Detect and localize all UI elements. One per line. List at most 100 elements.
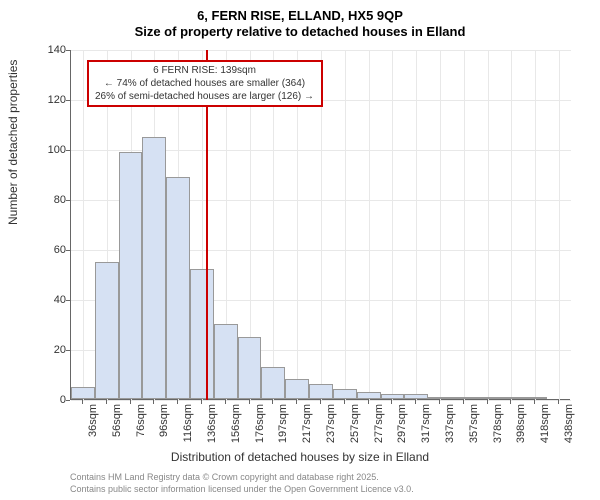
histogram-bar bbox=[95, 262, 119, 400]
y-axis-label: Number of detached properties bbox=[6, 60, 20, 225]
gridline-v bbox=[511, 50, 512, 400]
footnote-line1: Contains HM Land Registry data © Crown c… bbox=[70, 472, 379, 482]
x-tick-mark bbox=[106, 400, 107, 404]
histogram-bar bbox=[357, 392, 381, 400]
x-tick-mark bbox=[344, 400, 345, 404]
x-tick-mark bbox=[153, 400, 154, 404]
histogram-bar bbox=[428, 397, 452, 400]
histogram-bar bbox=[261, 367, 285, 400]
histogram-bar bbox=[523, 397, 547, 400]
x-tick-mark bbox=[368, 400, 369, 404]
histogram-bar bbox=[452, 397, 476, 400]
x-tick-mark bbox=[225, 400, 226, 404]
x-tick-mark bbox=[439, 400, 440, 404]
x-tick-label: 136sqm bbox=[206, 404, 218, 454]
x-tick-label: 277sqm bbox=[373, 404, 385, 454]
x-tick-mark bbox=[534, 400, 535, 404]
gridline-v bbox=[369, 50, 370, 400]
gridline-v bbox=[83, 50, 84, 400]
chart-title-line1: 6, FERN RISE, ELLAND, HX5 9QP bbox=[0, 8, 600, 23]
x-tick-mark bbox=[320, 400, 321, 404]
x-tick-mark bbox=[201, 400, 202, 404]
x-tick-label: 56sqm bbox=[111, 404, 123, 454]
y-tick-label: 60 bbox=[16, 244, 66, 256]
y-tick-label: 20 bbox=[16, 344, 66, 356]
x-tick-mark bbox=[510, 400, 511, 404]
histogram-bar bbox=[381, 394, 405, 399]
y-tick-label: 40 bbox=[16, 294, 66, 306]
histogram-bar bbox=[238, 337, 262, 400]
gridline-v bbox=[488, 50, 489, 400]
gridline-v bbox=[559, 50, 560, 400]
y-tick-mark bbox=[66, 250, 70, 251]
gridline-v bbox=[464, 50, 465, 400]
gridline-v bbox=[416, 50, 417, 400]
y-tick-mark bbox=[66, 350, 70, 351]
histogram-bar bbox=[476, 397, 500, 400]
x-tick-mark bbox=[272, 400, 273, 404]
x-tick-label: 116sqm bbox=[182, 404, 194, 454]
y-tick-mark bbox=[66, 300, 70, 301]
histogram-bar bbox=[500, 397, 524, 400]
gridline-v bbox=[440, 50, 441, 400]
x-tick-mark bbox=[391, 400, 392, 404]
x-tick-label: 96sqm bbox=[158, 404, 170, 454]
x-tick-label: 398sqm bbox=[515, 404, 527, 454]
chart-title-line2: Size of property relative to detached ho… bbox=[0, 24, 600, 39]
histogram-bar bbox=[333, 389, 357, 399]
histogram-bar bbox=[142, 137, 166, 400]
x-tick-mark bbox=[296, 400, 297, 404]
x-tick-label: 257sqm bbox=[349, 404, 361, 454]
x-tick-mark bbox=[130, 400, 131, 404]
gridline-v bbox=[345, 50, 346, 400]
annotation-line2: ← 74% of detached houses are smaller (36… bbox=[93, 77, 317, 90]
x-tick-label: 156sqm bbox=[230, 404, 242, 454]
histogram-bar bbox=[119, 152, 143, 400]
x-tick-label: 418sqm bbox=[539, 404, 551, 454]
y-tick-label: 100 bbox=[16, 144, 66, 156]
gridline-h bbox=[71, 400, 571, 401]
x-axis-label: Distribution of detached houses by size … bbox=[0, 450, 600, 464]
x-tick-label: 36sqm bbox=[87, 404, 99, 454]
histogram-bar bbox=[404, 394, 428, 399]
y-tick-label: 140 bbox=[16, 44, 66, 56]
gridline-v bbox=[392, 50, 393, 400]
x-tick-label: 76sqm bbox=[135, 404, 147, 454]
footnote-line2: Contains public sector information licen… bbox=[70, 484, 414, 494]
y-tick-mark bbox=[66, 100, 70, 101]
y-tick-mark bbox=[66, 400, 70, 401]
y-tick-label: 120 bbox=[16, 94, 66, 106]
annotation-line1: 6 FERN RISE: 139sqm bbox=[93, 64, 317, 77]
y-tick-mark bbox=[66, 200, 70, 201]
y-tick-mark bbox=[66, 50, 70, 51]
x-tick-label: 197sqm bbox=[277, 404, 289, 454]
x-tick-mark bbox=[558, 400, 559, 404]
x-tick-label: 378sqm bbox=[492, 404, 504, 454]
x-tick-mark bbox=[487, 400, 488, 404]
histogram-bar bbox=[190, 269, 214, 399]
x-tick-label: 337sqm bbox=[444, 404, 456, 454]
x-tick-mark bbox=[177, 400, 178, 404]
x-tick-mark bbox=[82, 400, 83, 404]
y-tick-mark bbox=[66, 150, 70, 151]
y-tick-label: 0 bbox=[16, 394, 66, 406]
x-tick-label: 317sqm bbox=[420, 404, 432, 454]
y-tick-label: 80 bbox=[16, 194, 66, 206]
x-tick-label: 357sqm bbox=[468, 404, 480, 454]
histogram-chart: 6, FERN RISE, ELLAND, HX5 9QP Size of pr… bbox=[0, 0, 600, 500]
histogram-bar bbox=[71, 387, 95, 400]
x-tick-mark bbox=[415, 400, 416, 404]
gridline-v bbox=[535, 50, 536, 400]
x-tick-label: 176sqm bbox=[254, 404, 266, 454]
x-tick-mark bbox=[463, 400, 464, 404]
x-tick-label: 297sqm bbox=[396, 404, 408, 454]
histogram-bar bbox=[309, 384, 333, 399]
annotation-box: 6 FERN RISE: 139sqm← 74% of detached hou… bbox=[87, 60, 323, 107]
histogram-bar bbox=[214, 324, 238, 399]
histogram-bar bbox=[285, 379, 309, 399]
x-tick-label: 438sqm bbox=[563, 404, 575, 454]
histogram-bar bbox=[166, 177, 190, 400]
x-tick-label: 217sqm bbox=[301, 404, 313, 454]
annotation-line3: 26% of semi-detached houses are larger (… bbox=[93, 90, 317, 103]
x-tick-label: 237sqm bbox=[325, 404, 337, 454]
